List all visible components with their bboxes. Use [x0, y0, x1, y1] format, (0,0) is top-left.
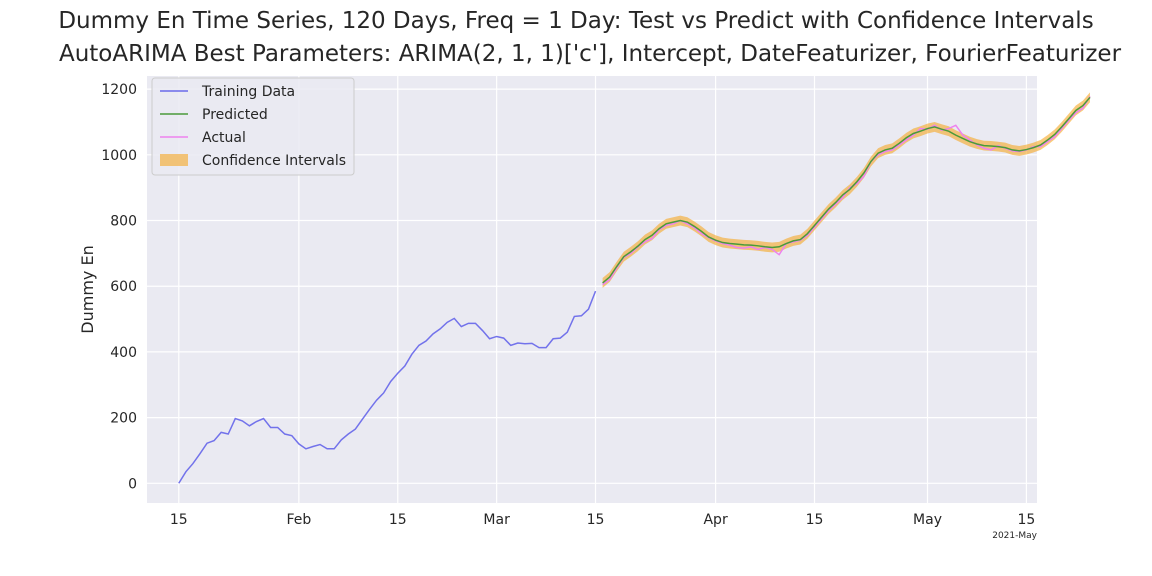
x-tick-label: Feb	[286, 512, 311, 528]
legend-label: Actual	[202, 130, 246, 146]
y-tick-label: 1200	[101, 82, 137, 98]
legend-label: Confidence Intervals	[202, 153, 346, 169]
legend-swatch	[160, 154, 188, 166]
chart-title: Dummy En Time Series, 120 Days, Freq = 1…	[58, 8, 1094, 34]
x-tick-label: May	[913, 512, 942, 528]
x-tick-label: 15	[806, 512, 824, 528]
y-tick-label: 1000	[101, 148, 137, 164]
series-line-training-data	[178, 290, 597, 484]
x-tick-label: 15	[389, 512, 407, 528]
series-line-predicted	[602, 96, 1091, 284]
legend-label: Predicted	[202, 107, 268, 123]
series-layer	[178, 95, 1091, 484]
chart-subtitle: AutoARIMA Best Parameters: ARIMA(2, 1, 1…	[58, 41, 1122, 67]
x-axis: 15 Feb 15 Mar 15 Apr 15 May 15	[170, 512, 1035, 528]
legend-label: Training Data	[201, 84, 295, 100]
x-tick-label: 15	[1017, 512, 1035, 528]
y-tick-label: 800	[110, 214, 137, 230]
y-tick-label: 600	[110, 279, 137, 295]
grid	[147, 76, 1037, 503]
y-tick-label: 0	[128, 476, 137, 492]
x-tick-label: Apr	[703, 512, 727, 528]
legend: Training Data Predicted Actual Confidence I…	[151, 77, 355, 176]
x-tick-label: 15	[587, 512, 605, 528]
y-tick-label: 200	[110, 411, 137, 427]
y-tick-label: 400	[110, 345, 137, 361]
x-tick-label: Mar	[483, 512, 510, 528]
y-axis: 0 200 400 600 800 1000 1200	[101, 82, 137, 492]
x-tick-label: 15	[170, 512, 188, 528]
y-axis-label: Dummy En	[78, 245, 97, 333]
x-axis-offset-label: 2021-May	[992, 531, 1037, 541]
legend-box	[151, 77, 355, 176]
